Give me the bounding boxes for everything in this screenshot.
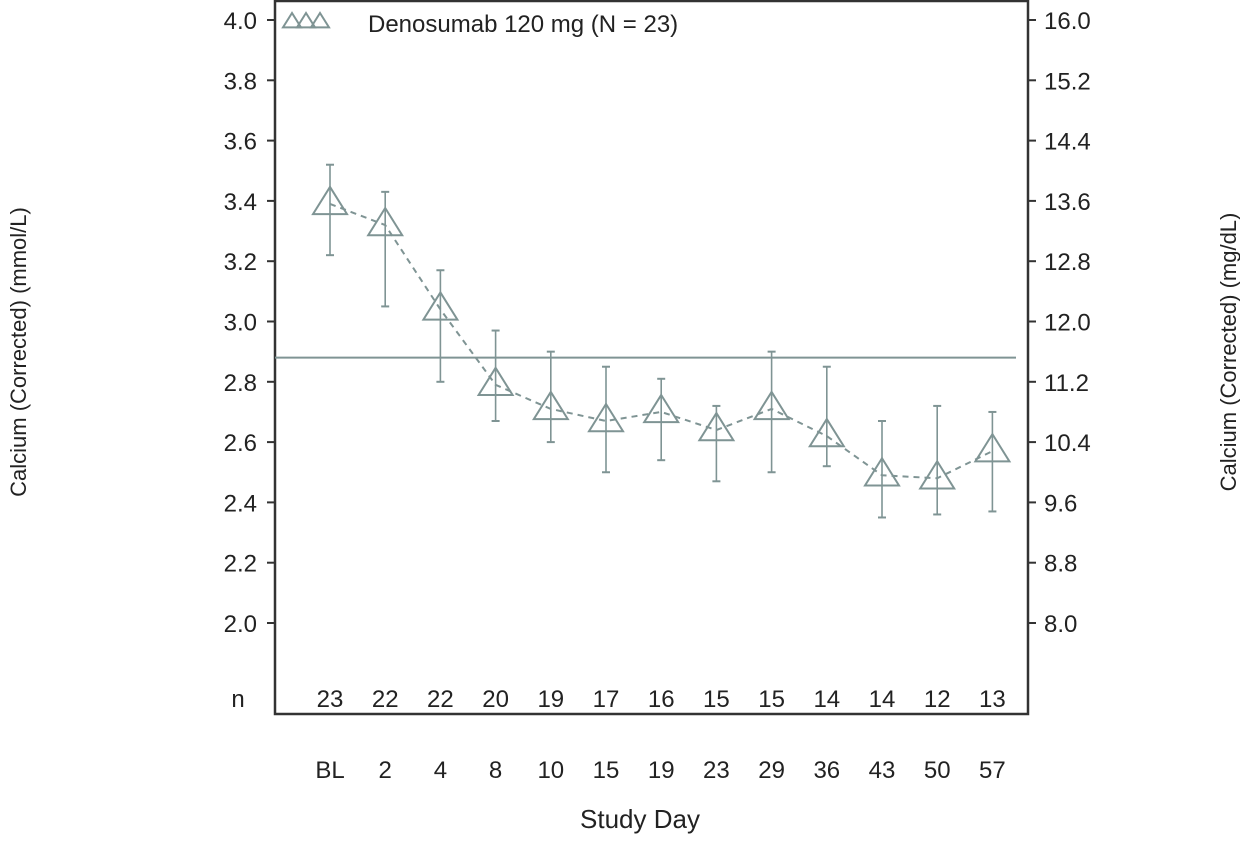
y-tick-label-right: 10.4	[1044, 430, 1091, 457]
y-tick-label-left: 3.2	[224, 249, 257, 276]
n-value: 20	[482, 686, 509, 713]
y-axis-label-left: Calcium (Corrected) (mmol/L)	[6, 207, 31, 497]
n-value: 15	[703, 686, 730, 713]
y-axis-label-right: Calcium (Corrected) (mg/dL)	[1216, 213, 1240, 492]
y-tick-label-left: 3.4	[224, 189, 257, 216]
y-tick-label-left: 2.8	[224, 370, 257, 397]
y-tick-label-left: 4.0	[224, 8, 257, 35]
y-tick-label-left: 3.6	[224, 129, 257, 156]
data-point-triangle	[807, 417, 846, 448]
x-tick-label: BL	[315, 757, 344, 784]
x-tick-label: 19	[648, 757, 675, 784]
y-tick-label-right: 12.0	[1044, 310, 1091, 337]
n-value: 13	[979, 686, 1006, 713]
n-value: 22	[372, 686, 399, 713]
n-label: n	[231, 686, 244, 713]
data-point-triangle	[697, 411, 736, 442]
y-tick-label-left: 2.4	[224, 490, 257, 517]
x-axis-label: Study Day	[580, 804, 700, 834]
n-value: 19	[537, 686, 564, 713]
y-tick-label-left: 2.6	[224, 430, 257, 457]
data-point-triangle	[973, 432, 1012, 463]
x-tick-label: 57	[979, 757, 1006, 784]
y-tick-label-right: 9.6	[1044, 490, 1077, 517]
n-value: 15	[758, 686, 785, 713]
data-point-triangle	[311, 185, 349, 216]
x-tick-label: 2	[379, 757, 392, 784]
data-point-triangle	[421, 290, 460, 321]
y-tick-label-left: 3.8	[224, 68, 257, 95]
x-tick-label: 50	[924, 757, 951, 784]
legend: Denosumab 120 mg (N = 23)	[281, 11, 678, 38]
y-tick-label-right: 12.8	[1044, 249, 1091, 276]
x-tick-label: 4	[434, 757, 447, 784]
x-tick-label: 8	[489, 757, 502, 784]
data-point-triangle	[366, 206, 405, 237]
data-point-triangle	[642, 393, 681, 424]
legend-triangle-icon	[281, 11, 331, 29]
y-tick-label-left: 2.0	[224, 611, 257, 638]
y-tick-label-right: 11.2	[1044, 370, 1089, 397]
y-tick-label-right: 13.6	[1044, 189, 1091, 216]
n-value: 17	[593, 686, 620, 713]
x-tick-label: 36	[813, 757, 840, 784]
x-tick-label: 10	[537, 757, 564, 784]
data-point-triangle	[587, 402, 625, 433]
x-tick-label: 43	[869, 757, 896, 784]
series-line	[329, 202, 993, 480]
legend-triangle	[281, 11, 303, 29]
y-tick-label-right: 16.0	[1044, 8, 1091, 35]
n-value: 22	[427, 686, 454, 713]
data-point-triangle	[918, 459, 957, 490]
data-point-triangle	[531, 390, 570, 421]
legend-triangle	[295, 11, 317, 29]
data-point-triangle	[476, 365, 515, 397]
n-value: 16	[648, 686, 675, 713]
legend-label: Denosumab 120 mg (N = 23)	[368, 11, 678, 38]
y-tick-label-left: 2.2	[224, 551, 257, 578]
x-tick-label: 15	[593, 757, 620, 784]
y-tick-label-right: 15.2	[1044, 68, 1091, 95]
y-tick-label-right: 8.8	[1044, 551, 1077, 578]
n-value: 14	[813, 686, 840, 713]
y-tick-label-right: 14.4	[1044, 129, 1091, 156]
n-value: 12	[924, 686, 951, 713]
data-point-triangle	[752, 390, 791, 421]
x-tick-label: 29	[758, 757, 785, 784]
n-value: 14	[869, 686, 896, 713]
n-value: 23	[317, 686, 344, 713]
y-tick-label-right: 8.0	[1044, 611, 1077, 638]
data-point-triangle	[863, 456, 901, 487]
x-tick-label: 23	[703, 757, 730, 784]
legend-triangle	[309, 11, 331, 29]
y-tick-label-left: 3.0	[224, 310, 257, 337]
